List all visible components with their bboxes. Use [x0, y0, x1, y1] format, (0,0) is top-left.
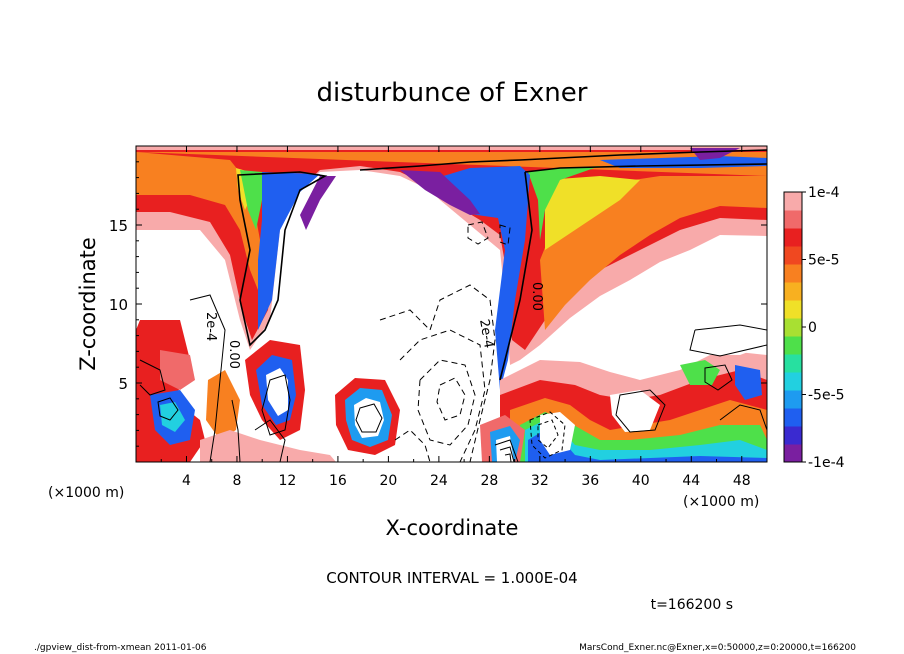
contour-label: 0.00: [226, 340, 241, 369]
colorbar-segment: [784, 228, 802, 247]
field-right-white-hole-2: [610, 390, 660, 432]
field-left-blob-magenta: [160, 350, 195, 390]
y-tick-label: 5: [118, 375, 128, 393]
footer-right: MarsCond_Exner.nc@Exner,x=0:50000,z=0:20…: [579, 643, 856, 653]
contour-label: 2e-4: [476, 318, 496, 349]
field-top-band-yellow: [236, 168, 640, 250]
contour-zero-left: [237, 171, 328, 347]
x-axis-unit-right: (×1000 m): [683, 494, 759, 510]
contour-lines: [139, 149, 767, 462]
field-right-white-hole-3: [690, 325, 767, 355]
x-tick-label: 36: [581, 473, 599, 489]
x-axis-ticks: 4 8 12 16 20 24 28 32 36 40 44 48: [160, 146, 751, 489]
contour-solid-left-3: [231, 399, 241, 462]
colorbar-segment: [784, 372, 802, 391]
x-axis-unit-left: (×1000 m): [48, 485, 124, 501]
contour-label: 0.00: [529, 282, 544, 311]
colorbar-segment: [784, 318, 802, 337]
contour-dashed-top: [467, 221, 511, 246]
contour-dashed-1: [379, 284, 496, 462]
contour-dashed-4: [436, 377, 466, 421]
contour-blob-12: [261, 374, 291, 436]
footer-left: ./gpview_dist-from-xmean 2011-01-06: [34, 643, 207, 653]
colorbar-segment: [784, 390, 802, 409]
contour-right-4: [704, 364, 733, 391]
contour-right-1: [615, 389, 666, 433]
x-tick-label: 48: [733, 473, 751, 489]
x-tick-label: 16: [329, 473, 347, 489]
colorbar-segment: [784, 336, 802, 355]
x-tick-label: 8: [232, 473, 241, 489]
colorbar-segment: [784, 300, 802, 319]
field-top-band-green: [240, 166, 600, 240]
colorbar-segment: [784, 354, 802, 373]
contour-dashed-2: [399, 329, 486, 462]
time-label: t=166200 s: [651, 597, 733, 613]
x-tick-label: 28: [480, 473, 498, 489]
contour-interval-label: CONTOUR INTERVAL = 1.000E-04: [326, 569, 577, 587]
contour-labels: 2e-4 0.00 2e-4 0.00: [203, 282, 544, 369]
y-tick-label: 10: [109, 296, 128, 314]
colorbar-segment: [784, 210, 802, 229]
x-tick-label: 32: [531, 473, 549, 489]
x-tick-label: 24: [430, 473, 448, 489]
x-axis-label: X-coordinate: [386, 516, 519, 540]
contour-blob-18: [355, 403, 383, 433]
colorbar-segment: [784, 264, 802, 283]
x-tick-label: 20: [379, 473, 397, 489]
x-tick-label: 44: [682, 473, 700, 489]
colorbar-tick-label: -1e-4: [808, 455, 845, 471]
field-right-lower-cyan: [525, 420, 767, 462]
colorbar-tick-label: -5e-5: [808, 388, 845, 404]
colorbar-tick-label: 0: [808, 320, 817, 336]
x-tick-label: 12: [279, 473, 297, 489]
contour-left-small: [157, 397, 179, 421]
colorbar-segment: [784, 426, 802, 445]
contour-bottom-28: [494, 439, 519, 462]
field-bottom-band-left: [200, 430, 336, 462]
field-left-blob-orange: [206, 370, 240, 440]
contour-dashed-bottom-32: [529, 411, 566, 459]
field-right-green-patch: [680, 360, 720, 385]
colorbar: 1e-4 5e-5 0 -5e-5 -1e-4: [783, 185, 845, 471]
contour-right-3: [719, 404, 767, 431]
colorbar-segment: [784, 282, 802, 301]
contour-solid-left-2: [139, 359, 166, 396]
colorbar-segment: [784, 408, 802, 427]
y-axis-label: Z-coordinate: [76, 237, 100, 371]
contour-right-2: [689, 324, 767, 357]
colorbar-segment: [784, 246, 802, 265]
contour-solid-left-1: [189, 294, 226, 462]
y-tick-label: 15: [109, 217, 128, 235]
x-tick-label: 4: [182, 473, 191, 489]
field-top-band-blue: [258, 156, 767, 390]
colorbar-segment: [784, 444, 802, 463]
contour-zero-right: [499, 163, 767, 381]
colorbar-tick-label: 5e-5: [808, 253, 839, 269]
x-tick-label: 40: [632, 473, 650, 489]
contour-dashed-3: [417, 359, 476, 446]
colorbar-segment: [784, 192, 802, 211]
colorbar-tick-label: 1e-4: [808, 185, 840, 201]
contour-label: 2e-4: [203, 312, 218, 341]
y-axis-ticks: 5 10 15: [109, 161, 767, 447]
contour-blob-12-b: [254, 419, 286, 462]
chart-title: disturbunce of Exner: [317, 78, 588, 108]
contour-zero-top: [359, 149, 767, 171]
